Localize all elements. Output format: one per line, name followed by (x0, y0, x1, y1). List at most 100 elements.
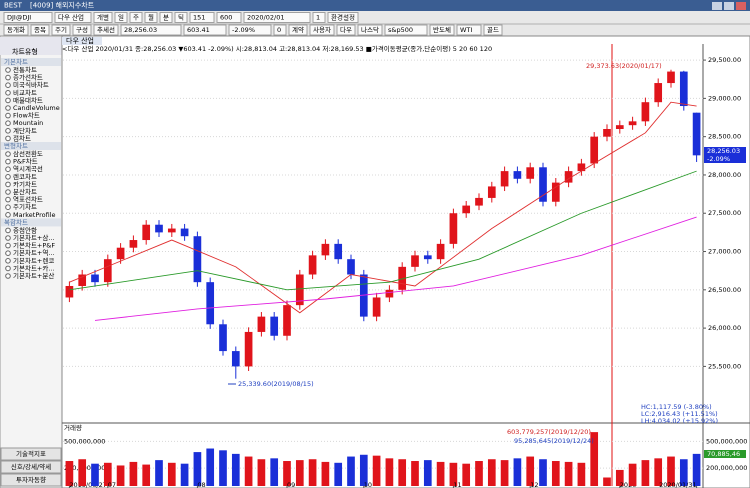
toolbar-label[interactable]: 주 (133, 14, 139, 22)
toolbar-button[interactable] (129, 12, 143, 23)
radio[interactable] (5, 82, 11, 88)
toolbar-button[interactable] (429, 24, 455, 36)
toolbar-label[interactable]: 골드 (487, 26, 499, 34)
radio[interactable] (5, 265, 11, 272)
panel-button[interactable] (0, 447, 62, 461)
chart-type-option[interactable]: 삼선전환도 (13, 149, 43, 158)
chart-type-option[interactable]: 종가선차트 (13, 73, 43, 82)
panel-button[interactable] (0, 460, 62, 474)
chart-type-option[interactable]: P&F차트 (13, 157, 38, 166)
radio[interactable] (5, 128, 11, 134)
radio[interactable] (5, 258, 11, 264)
toolbar-button[interactable] (30, 24, 50, 36)
toolbar-label[interactable]: 주기 (55, 25, 67, 34)
chart-type-option[interactable]: 기본차트+분산 (13, 271, 54, 280)
toolbar-label[interactable]: 사용자 (313, 25, 331, 34)
panel-button-label[interactable]: 기술적지표 (16, 449, 46, 458)
toolbar-button[interactable] (93, 24, 119, 36)
toolbar-label[interactable]: 1 (316, 14, 320, 22)
chart-type-option[interactable]: MarketProfile (13, 211, 56, 219)
toolbar-label[interactable]: 틱 (178, 14, 184, 22)
radio[interactable] (5, 212, 11, 218)
toolbar-button[interactable] (114, 12, 128, 23)
toolbar-button[interactable] (93, 12, 113, 23)
toolbar-label[interactable]: 환경설정 (331, 13, 355, 22)
chart-type-option[interactable]: 점차트 (13, 133, 31, 142)
radio[interactable] (5, 189, 11, 195)
radio[interactable] (5, 97, 11, 104)
toolbar-label[interactable]: 일 (118, 13, 124, 22)
toolbar-button[interactable] (327, 12, 359, 23)
toolbar-button[interactable] (273, 24, 287, 36)
chart-type-option[interactable]: 기본차트+P&F (13, 241, 55, 250)
radio[interactable] (5, 90, 11, 96)
toolbar-label[interactable]: 다우 (340, 25, 352, 34)
toolbar-label[interactable]: 동개화 (7, 25, 25, 34)
chart-tab-bg[interactable] (62, 37, 102, 45)
toolbar-label[interactable]: -2.09% (232, 26, 255, 34)
toolbar-button[interactable] (456, 24, 482, 36)
toolbar-button[interactable] (189, 12, 215, 23)
chart-type-option[interactable]: 기본차트+렌코 (13, 256, 54, 265)
toolbar-label[interactable]: 반도체 (433, 25, 451, 34)
close-button[interactable] (736, 2, 746, 10)
toolbar-label[interactable]: 다우 산업 (58, 13, 84, 22)
toolbar-button[interactable] (228, 24, 272, 36)
toolbar-button[interactable] (51, 24, 71, 36)
toolbar-button[interactable] (120, 24, 182, 36)
chart-type-option[interactable]: Flow차트 (13, 111, 40, 120)
chart-type-option[interactable]: 기본차트+역... (13, 248, 55, 257)
toolbar-label[interactable]: 603.41 (187, 26, 210, 34)
radio[interactable] (5, 105, 11, 111)
toolbar-button[interactable] (288, 24, 308, 36)
chart-type-option[interactable]: 역표선차트 (13, 195, 43, 204)
chart-tab[interactable]: 다우 산업 (66, 36, 94, 45)
toolbar-button[interactable] (309, 24, 335, 36)
toolbar-button[interactable] (483, 24, 503, 36)
toolbar-button[interactable] (357, 24, 383, 36)
radio[interactable] (5, 196, 11, 203)
toolbar-label[interactable]: 계약 (292, 25, 304, 34)
chart-type-option[interactable]: 주기차트 (13, 202, 37, 211)
toolbar-button[interactable] (3, 24, 29, 36)
toolbar-button[interactable] (384, 24, 428, 36)
chart-type-option[interactable]: 비교차트 (13, 88, 37, 97)
toolbar-label[interactable]: 종목 (34, 26, 46, 34)
chart-type-option[interactable]: 카기차트 (13, 179, 37, 188)
panel-button-label[interactable]: 투자자동향 (16, 475, 46, 484)
minimize-button[interactable] (712, 2, 722, 10)
toolbar-button[interactable] (3, 12, 53, 23)
radio[interactable] (5, 151, 11, 157)
toolbar-button[interactable] (243, 12, 311, 23)
toolbar-label[interactable]: 2020/02/01 (247, 14, 284, 22)
toolbar-label[interactable]: 28,256.03 (124, 26, 157, 34)
toolbar-button[interactable] (144, 12, 158, 23)
radio[interactable] (5, 204, 11, 210)
toolbar-button[interactable] (312, 12, 326, 23)
toolbar-label[interactable]: 0 (277, 26, 281, 34)
toolbar-button[interactable] (159, 12, 173, 23)
chart-type-option[interactable]: 미국식바차트 (13, 80, 49, 89)
radio[interactable] (5, 250, 11, 256)
toolbar-button[interactable] (216, 12, 242, 23)
radio[interactable] (5, 242, 11, 249)
toolbar-button[interactable] (54, 12, 92, 23)
radio[interactable] (5, 112, 11, 119)
chart-type-option[interactable]: 전통차트 (13, 65, 37, 74)
toolbar-label[interactable]: 나스닥 (361, 25, 379, 34)
chart-type-option[interactable]: Mountain (13, 119, 43, 127)
toolbar-button[interactable] (183, 24, 227, 36)
radio[interactable] (5, 135, 11, 142)
toolbar-label[interactable]: DJI@DJI (7, 14, 31, 22)
chart-type-option[interactable]: 매물대차트 (13, 95, 43, 104)
chart-type-option[interactable]: 계단차트 (13, 126, 37, 135)
toolbar-label[interactable]: 구성 (76, 25, 88, 34)
toolbar-label[interactable]: 월 (148, 13, 154, 22)
radio[interactable] (5, 235, 11, 241)
toolbar-label[interactable]: 600 (220, 14, 232, 22)
maximize-button[interactable] (724, 2, 734, 10)
radio[interactable] (5, 181, 11, 188)
panel-button-label[interactable]: 신호/강세/약세 (11, 462, 51, 471)
toolbar-label[interactable]: WTI (460, 26, 472, 34)
toolbar-label[interactable]: 추세선 (97, 25, 115, 34)
